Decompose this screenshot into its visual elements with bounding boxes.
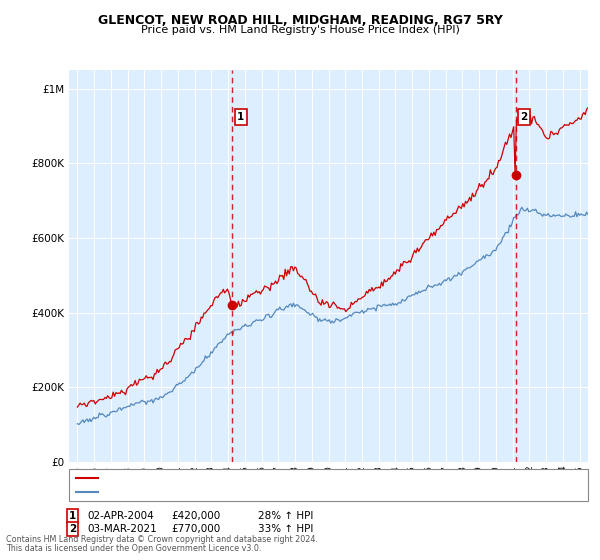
Text: 2: 2 xyxy=(521,112,528,122)
Text: 28% ↑ HPI: 28% ↑ HPI xyxy=(258,511,313,521)
Text: 1: 1 xyxy=(69,511,76,521)
Text: 2: 2 xyxy=(69,524,76,534)
Text: Contains HM Land Registry data © Crown copyright and database right 2024.: Contains HM Land Registry data © Crown c… xyxy=(6,535,318,544)
Text: 03-MAR-2021: 03-MAR-2021 xyxy=(87,524,157,534)
Text: 1: 1 xyxy=(237,112,245,122)
Text: £420,000: £420,000 xyxy=(171,511,220,521)
Text: GLENCOT, NEW ROAD HILL, MIDGHAM, READING, RG7 5RY: GLENCOT, NEW ROAD HILL, MIDGHAM, READING… xyxy=(98,14,502,27)
Text: Price paid vs. HM Land Registry's House Price Index (HPI): Price paid vs. HM Land Registry's House … xyxy=(140,25,460,35)
Text: This data is licensed under the Open Government Licence v3.0.: This data is licensed under the Open Gov… xyxy=(6,544,262,553)
Text: HPI: Average price, detached house, West Berkshire: HPI: Average price, detached house, West… xyxy=(102,488,337,497)
Text: 33% ↑ HPI: 33% ↑ HPI xyxy=(258,524,313,534)
Text: GLENCOT, NEW ROAD HILL, MIDGHAM, READING, RG7 5RY (detached house): GLENCOT, NEW ROAD HILL, MIDGHAM, READING… xyxy=(102,473,448,482)
Text: £770,000: £770,000 xyxy=(171,524,220,534)
Text: 02-APR-2004: 02-APR-2004 xyxy=(87,511,154,521)
